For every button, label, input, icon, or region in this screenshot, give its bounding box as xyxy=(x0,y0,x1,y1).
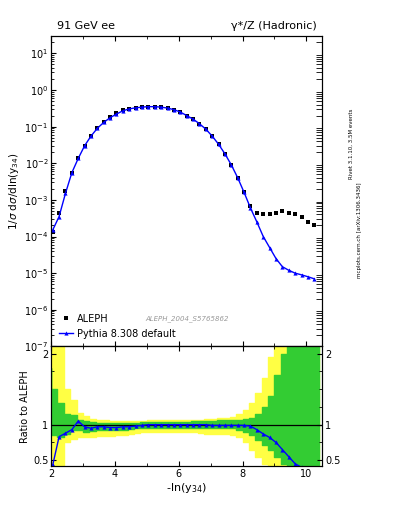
ALEPH xyxy=(108,114,112,120)
ALEPH xyxy=(70,169,74,176)
Text: Rivet 3.1.10, 3.5M events: Rivet 3.1.10, 3.5M events xyxy=(349,108,354,179)
Pythia 8.308 default xyxy=(70,169,74,176)
Text: 91 GeV ee: 91 GeV ee xyxy=(57,21,114,31)
Pythia 8.308 default xyxy=(204,126,208,132)
Pythia 8.308 default xyxy=(197,121,202,127)
ALEPH xyxy=(172,106,176,113)
Pythia 8.308 default xyxy=(216,141,221,147)
Pythia 8.308 default xyxy=(76,156,81,162)
ALEPH xyxy=(255,209,259,216)
ALEPH xyxy=(63,187,68,194)
ALEPH xyxy=(95,125,100,132)
ALEPH xyxy=(50,229,55,236)
Pythia 8.308 default xyxy=(127,106,132,112)
Pythia 8.308 default xyxy=(184,113,189,119)
ALEPH xyxy=(159,104,163,110)
Pythia 8.308 default xyxy=(178,109,183,115)
ALEPH xyxy=(286,209,291,216)
ALEPH xyxy=(293,211,298,218)
Pythia 8.308 default xyxy=(210,133,215,139)
Y-axis label: Ratio to ALEPH: Ratio to ALEPH xyxy=(20,370,30,442)
Pythia 8.308 default xyxy=(95,125,100,132)
ALEPH xyxy=(216,141,221,147)
Pythia 8.308 default xyxy=(299,272,304,278)
Pythia 8.308 default xyxy=(267,245,272,251)
ALEPH xyxy=(165,105,170,111)
Y-axis label: 1/$\sigma$ d$\sigma$/dln(y$_{34}$): 1/$\sigma$ d$\sigma$/dln(y$_{34}$) xyxy=(7,153,21,230)
X-axis label: -ln(y$_{34}$): -ln(y$_{34}$) xyxy=(166,481,207,496)
ALEPH xyxy=(299,214,304,220)
Pythia 8.308 default xyxy=(101,119,106,125)
Pythia 8.308 default xyxy=(248,205,253,211)
Line: Pythia 8.308 default: Pythia 8.308 default xyxy=(51,104,316,281)
ALEPH xyxy=(178,109,183,115)
Text: ALEPH_2004_S5765862: ALEPH_2004_S5765862 xyxy=(145,315,228,322)
ALEPH xyxy=(82,143,87,149)
Pythia 8.308 default xyxy=(242,189,246,196)
ALEPH xyxy=(280,208,285,214)
Text: γ*/Z (Hadronic): γ*/Z (Hadronic) xyxy=(231,21,317,31)
ALEPH xyxy=(312,222,317,228)
ALEPH xyxy=(274,209,278,216)
ALEPH xyxy=(140,104,144,110)
Pythia 8.308 default xyxy=(222,151,227,157)
Pythia 8.308 default xyxy=(312,276,317,282)
Pythia 8.308 default xyxy=(261,233,266,240)
Pythia 8.308 default xyxy=(255,219,259,225)
ALEPH xyxy=(267,211,272,218)
ALEPH xyxy=(152,103,157,110)
ALEPH xyxy=(235,175,240,181)
Pythia 8.308 default xyxy=(274,255,278,262)
ALEPH xyxy=(305,219,310,225)
ALEPH xyxy=(114,110,119,116)
Pythia 8.308 default xyxy=(305,273,310,280)
Pythia 8.308 default xyxy=(140,104,144,110)
ALEPH xyxy=(248,202,253,208)
Pythia 8.308 default xyxy=(235,175,240,181)
Pythia 8.308 default xyxy=(82,143,87,149)
Pythia 8.308 default xyxy=(108,115,112,121)
Pythia 8.308 default xyxy=(121,108,125,114)
ALEPH xyxy=(242,189,246,196)
ALEPH xyxy=(101,119,106,125)
Pythia 8.308 default xyxy=(159,104,163,110)
ALEPH xyxy=(76,155,81,161)
ALEPH xyxy=(261,211,266,218)
Pythia 8.308 default xyxy=(191,116,195,122)
Pythia 8.308 default xyxy=(293,270,298,276)
Pythia 8.308 default xyxy=(146,103,151,110)
ALEPH xyxy=(197,121,202,127)
Text: mcplots.cern.ch [arXiv:1306.3436]: mcplots.cern.ch [arXiv:1306.3436] xyxy=(357,183,362,278)
ALEPH xyxy=(146,103,151,110)
ALEPH xyxy=(88,133,93,139)
ALEPH xyxy=(184,113,189,119)
Legend: ALEPH, Pythia 8.308 default: ALEPH, Pythia 8.308 default xyxy=(56,311,179,342)
ALEPH xyxy=(127,105,132,112)
Pythia 8.308 default xyxy=(229,162,234,168)
ALEPH xyxy=(121,107,125,113)
Pythia 8.308 default xyxy=(152,103,157,110)
ALEPH xyxy=(229,162,234,168)
Pythia 8.308 default xyxy=(63,190,68,197)
Pythia 8.308 default xyxy=(280,264,285,270)
ALEPH xyxy=(210,133,215,139)
ALEPH xyxy=(133,104,138,111)
ALEPH xyxy=(222,151,227,157)
Pythia 8.308 default xyxy=(114,111,119,117)
ALEPH xyxy=(57,209,61,216)
Pythia 8.308 default xyxy=(88,133,93,139)
ALEPH xyxy=(204,126,208,132)
Line: ALEPH: ALEPH xyxy=(50,104,317,235)
Pythia 8.308 default xyxy=(50,227,55,233)
Pythia 8.308 default xyxy=(286,267,291,273)
ALEPH xyxy=(191,116,195,122)
Pythia 8.308 default xyxy=(57,214,61,220)
Pythia 8.308 default xyxy=(165,105,170,111)
Pythia 8.308 default xyxy=(172,106,176,113)
Pythia 8.308 default xyxy=(133,105,138,111)
